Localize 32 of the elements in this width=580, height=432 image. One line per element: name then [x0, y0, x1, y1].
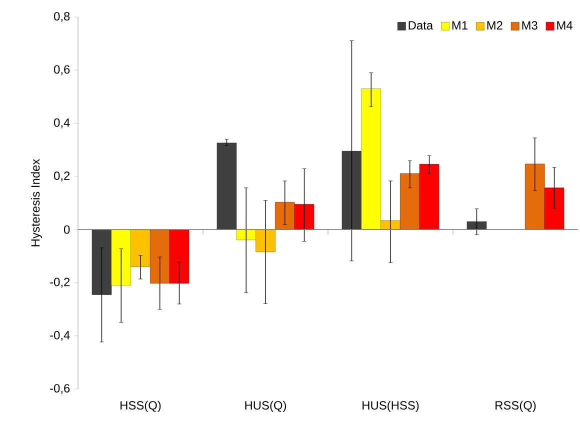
legend-label: M2 [487, 21, 502, 30]
legend-label: M3 [522, 21, 538, 30]
x-tick-label: HUS(Q) [245, 400, 286, 412]
bar [419, 164, 440, 230]
bar [256, 229, 276, 252]
bar [130, 229, 150, 267]
bar [524, 164, 545, 230]
y-tick-label: -0,6 [50, 384, 70, 394]
y-tick-label: 0,8 [54, 12, 70, 22]
bar [169, 229, 190, 284]
y-axis-title: Hysteresis Index [30, 158, 42, 246]
x-tick-label: RSS(Q) [496, 400, 536, 412]
legend-label: Data [408, 21, 434, 30]
y-tick-label: 0,6 [54, 65, 70, 76]
bar [466, 221, 487, 230]
bar [150, 229, 170, 284]
x-tick-label: HSS(Q) [120, 400, 161, 412]
bar [216, 142, 237, 230]
y-tick-label: -0,4 [50, 330, 70, 341]
bar [361, 88, 382, 230]
bar [544, 188, 564, 230]
legend-label: M1 [452, 21, 468, 30]
y-tick-label: -0,2 [50, 278, 70, 288]
bar [294, 204, 314, 230]
bar [236, 229, 256, 240]
x-tick-label: HUS(HSS) [362, 400, 419, 412]
bar [342, 150, 362, 230]
y-tick-label: 0 [64, 225, 70, 234]
bar [400, 173, 420, 230]
y-tick-label: 0,4 [54, 118, 70, 128]
y-tick-label: 0,2 [54, 171, 70, 182]
legend-label: M4 [557, 21, 572, 30]
